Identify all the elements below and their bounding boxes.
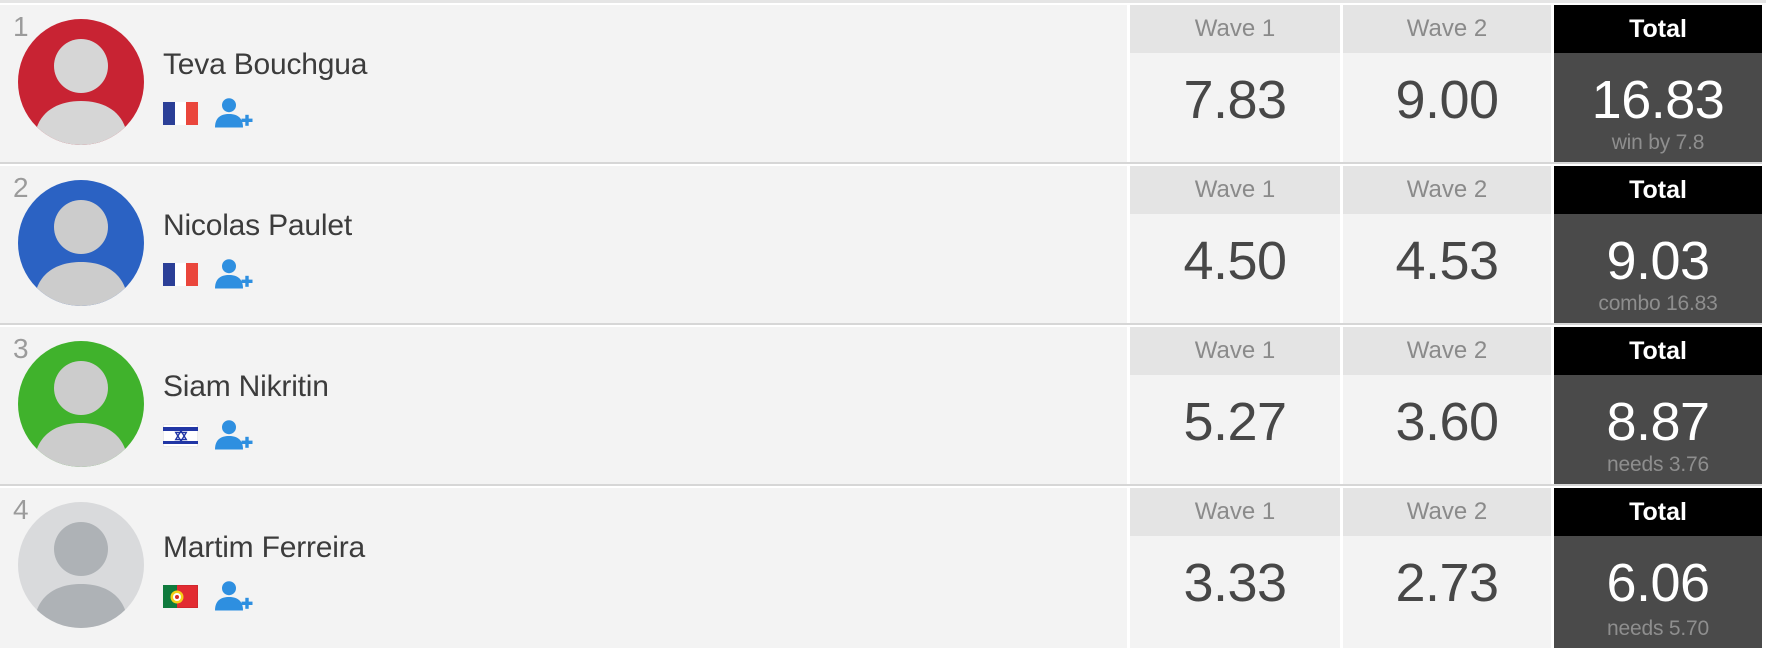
row-divider xyxy=(0,323,1762,325)
wave2-header: Wave 2 xyxy=(1343,488,1551,536)
athlete-cell[interactable]: 4 Martim Ferreira xyxy=(0,488,1127,648)
athlete-row[interactable]: 2 Nicolas Paulet Wave 1 4.50 Wave 2 4.53 xyxy=(0,166,1762,323)
total-score: 6.06 xyxy=(1606,553,1710,613)
rank-label: 3 xyxy=(13,333,29,364)
athlete-info: Nicolas Paulet xyxy=(163,210,352,290)
wave2-cell: Wave 2 3.60 xyxy=(1343,327,1551,484)
top-edge-strip xyxy=(0,0,1766,3)
total-header: Total xyxy=(1554,5,1762,53)
rank-label: 4 xyxy=(13,494,29,525)
wave1-cell: Wave 1 7.83 xyxy=(1130,5,1340,162)
athlete-row[interactable]: 3 Siam Nikritin Wave 1 5.27 xyxy=(0,327,1762,484)
score-note: needs 3.76 xyxy=(1607,453,1709,476)
athlete-cell[interactable]: 1 Teva Bouchgua xyxy=(0,5,1127,162)
wave2-score: 4.53 xyxy=(1395,231,1499,291)
wave2-cell: Wave 2 4.53 xyxy=(1343,166,1551,323)
wave2-score: 3.60 xyxy=(1395,392,1499,452)
total-cell: Total 16.83 win by 7.8 xyxy=(1554,5,1762,162)
add-person-icon[interactable] xyxy=(215,98,253,129)
athlete-avatar xyxy=(18,341,144,467)
athlete-info: Siam Nikritin xyxy=(163,371,329,451)
athlete-avatar xyxy=(18,502,144,628)
row-divider xyxy=(0,162,1762,164)
athlete-name: Siam Nikritin xyxy=(163,370,329,403)
score-note: win by 7.8 xyxy=(1611,131,1705,154)
rank-label: 2 xyxy=(13,172,29,203)
flag-icon-france xyxy=(163,102,198,125)
athlete-info: Martim Ferreira xyxy=(163,532,365,612)
flag-icon-portugal xyxy=(163,585,198,608)
wave1-score: 4.50 xyxy=(1183,231,1287,291)
add-person-icon[interactable] xyxy=(215,420,253,451)
total-header: Total xyxy=(1554,327,1762,375)
wave1-cell: Wave 1 5.27 xyxy=(1130,327,1340,484)
athlete-info: Teva Bouchgua xyxy=(163,49,367,129)
flag-icon-france xyxy=(163,263,198,286)
wave1-header: Wave 1 xyxy=(1130,327,1340,375)
athlete-name: Martim Ferreira xyxy=(163,531,366,564)
athlete-name: Teva Bouchgua xyxy=(163,48,368,81)
athlete-name: Nicolas Paulet xyxy=(163,209,352,242)
wave1-header: Wave 1 xyxy=(1130,166,1340,214)
total-score: 8.87 xyxy=(1606,392,1710,452)
wave1-score: 7.83 xyxy=(1183,70,1287,130)
wave2-score: 2.73 xyxy=(1395,553,1499,613)
rank-label: 1 xyxy=(13,11,29,42)
wave2-cell: Wave 2 2.73 xyxy=(1343,488,1551,648)
wave1-header: Wave 1 xyxy=(1130,488,1340,536)
total-score: 16.83 xyxy=(1591,70,1725,130)
add-person-icon[interactable] xyxy=(215,259,253,290)
wave2-header: Wave 2 xyxy=(1343,327,1551,375)
wave2-header: Wave 2 xyxy=(1343,5,1551,53)
wave2-header: Wave 2 xyxy=(1343,166,1551,214)
total-header: Total xyxy=(1554,166,1762,214)
wave1-score: 5.27 xyxy=(1183,392,1287,452)
total-score: 9.03 xyxy=(1606,231,1710,291)
wave2-cell: Wave 2 9.00 xyxy=(1343,5,1551,162)
flag-icon-israel xyxy=(163,424,198,447)
score-note: needs 5.70 xyxy=(1607,617,1709,640)
athlete-avatar xyxy=(18,19,144,145)
add-person-icon[interactable] xyxy=(215,581,253,612)
score-note: combo 16.83 xyxy=(1598,292,1718,315)
athlete-cell[interactable]: 3 Siam Nikritin xyxy=(0,327,1127,484)
athlete-avatar xyxy=(18,180,144,306)
wave1-header: Wave 1 xyxy=(1130,5,1340,53)
athlete-row[interactable]: 4 Martim Ferreira Wave 1 3.33 xyxy=(0,488,1762,648)
athlete-row[interactable]: 1 Teva Bouchgua Wave 1 7.83 Wave 2 9.00 xyxy=(0,5,1762,162)
total-cell: Total 9.03 combo 16.83 xyxy=(1554,166,1762,323)
total-header: Total xyxy=(1554,488,1762,536)
wave1-cell: Wave 1 3.33 xyxy=(1130,488,1340,648)
athlete-cell[interactable]: 2 Nicolas Paulet xyxy=(0,166,1127,323)
wave2-score: 9.00 xyxy=(1395,70,1499,130)
wave1-score: 3.33 xyxy=(1183,553,1287,613)
total-cell: Total 6.06 needs 5.70 xyxy=(1554,488,1762,648)
row-divider xyxy=(0,484,1762,486)
wave1-cell: Wave 1 4.50 xyxy=(1130,166,1340,323)
total-cell: Total 8.87 needs 3.76 xyxy=(1554,327,1762,484)
